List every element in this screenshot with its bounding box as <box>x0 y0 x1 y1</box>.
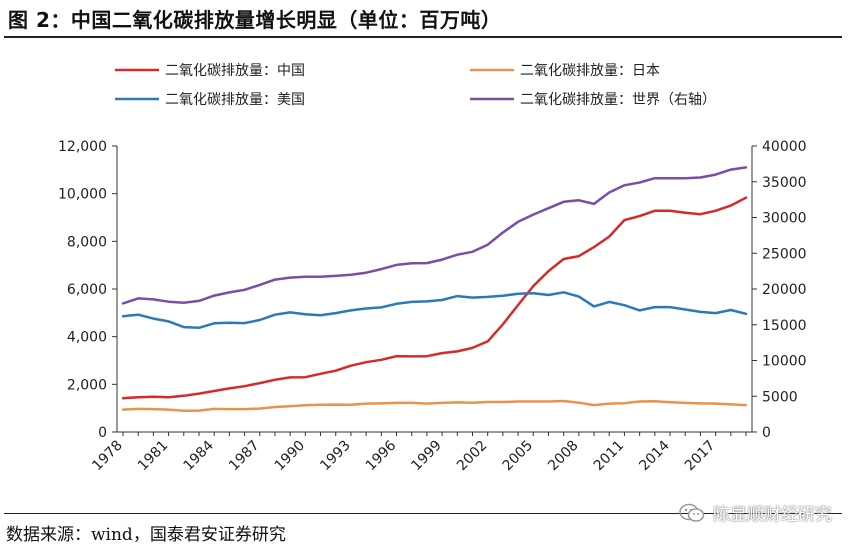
y-right-tick-label: 35000 <box>762 175 807 191</box>
legend-label-0: 二氧化碳排放量：中国 <box>165 63 305 79</box>
bottom-rule <box>4 513 842 514</box>
y-right-tick-label: 15000 <box>762 318 807 334</box>
x-tick-label: 1993 <box>317 438 354 475</box>
y-right-tick-label: 10000 <box>762 354 807 370</box>
series-line-0 <box>121 196 748 400</box>
y-right-tick-label: 0 <box>762 425 771 441</box>
y-right-tick-label: 5000 <box>762 389 798 405</box>
legend-label-3: 二氧化碳排放量：世界（右轴） <box>520 92 716 108</box>
y-left-tick-label: 4,000 <box>67 330 107 346</box>
watermark-text: 陈显顺财经研究 <box>713 505 832 525</box>
x-tick-label: 2014 <box>636 437 673 474</box>
x-tick-label: 1981 <box>135 438 172 475</box>
y-right-tick-label: 40000 <box>762 139 807 155</box>
series-line-1 <box>121 399 748 413</box>
y-right-tick-label: 25000 <box>762 246 807 262</box>
x-tick-label: 2002 <box>454 438 491 475</box>
x-tick-label: 2008 <box>545 438 582 475</box>
legend-label-1: 二氧化碳排放量：日本 <box>520 63 660 79</box>
axes: 0 2,000 4,000 6,000 8,000 10,000 12,000 0 5000 10… <box>58 139 807 474</box>
wechat-icon <box>679 503 705 523</box>
x-tick-label: 1996 <box>363 437 400 474</box>
legend-label-2: 二氧化碳排放量：美国 <box>165 92 305 108</box>
series-line-3 <box>121 166 748 305</box>
y-left-tick-label: 8,000 <box>67 234 107 250</box>
series-line-2 <box>121 291 748 330</box>
x-tick-label: 1978 <box>89 438 126 475</box>
y-left-tick-label: 12,000 <box>58 139 107 155</box>
y-left-tick-label: 6,000 <box>67 282 107 298</box>
series-lines <box>121 166 748 413</box>
x-tick-label: 2011 <box>591 438 628 475</box>
y-left-tick-label: 10,000 <box>58 187 107 203</box>
y-left-tick-label: 0 <box>98 425 107 441</box>
x-tick-label: 2005 <box>500 438 537 475</box>
x-tick-label: 1990 <box>272 438 309 475</box>
y-right-tick-label: 30000 <box>762 211 807 227</box>
x-tick-label: 1984 <box>180 437 217 474</box>
chart-title: 图 2：中国二氧化碳排放量增长明显（单位：百万吨） <box>8 8 502 32</box>
x-tick-label: 1987 <box>226 438 263 475</box>
x-tick-label: 1999 <box>408 438 445 475</box>
y-left-tick-label: 2,000 <box>67 377 107 393</box>
watermark: 陈显顺财经研究 <box>679 500 832 525</box>
y-right-tick-label: 20000 <box>762 282 807 298</box>
top-rule <box>4 36 842 38</box>
x-tick-label: 2017 <box>682 438 719 475</box>
source-note: 数据来源：wind，国泰君安证券研究 <box>6 525 286 545</box>
